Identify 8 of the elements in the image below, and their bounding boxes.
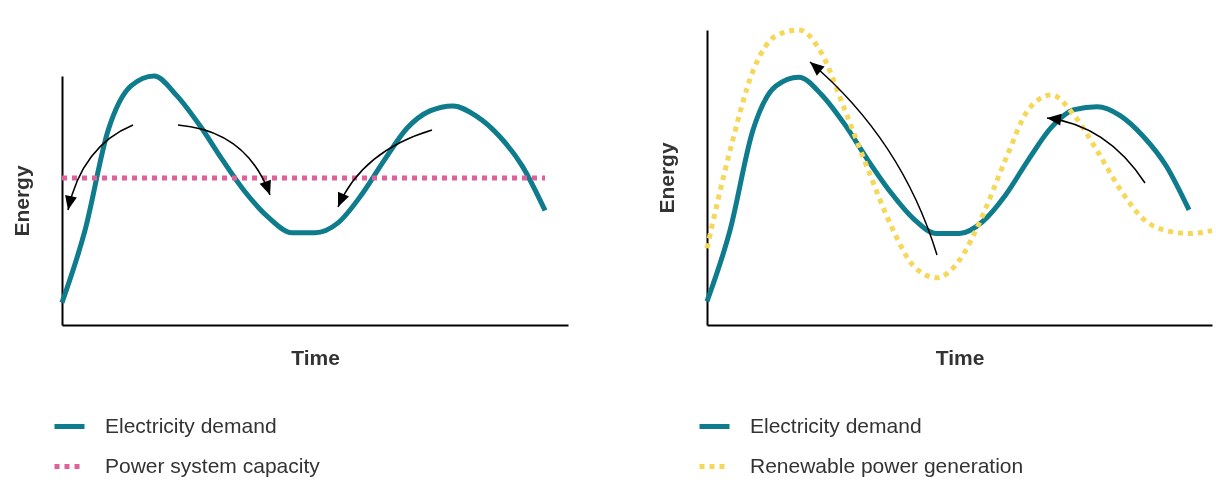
x-axis-title: Time: [291, 345, 340, 369]
y-axis-title: Energy: [9, 165, 33, 237]
y-axis-title: Energy: [654, 142, 678, 214]
legend-label: Electricity demand: [105, 413, 277, 437]
legend-label: Electricity demand: [750, 413, 922, 437]
legend-label: Power system capacity: [105, 453, 321, 477]
legend-label: Renewable power generation: [750, 453, 1024, 477]
x-axis-title: Time: [935, 345, 985, 369]
